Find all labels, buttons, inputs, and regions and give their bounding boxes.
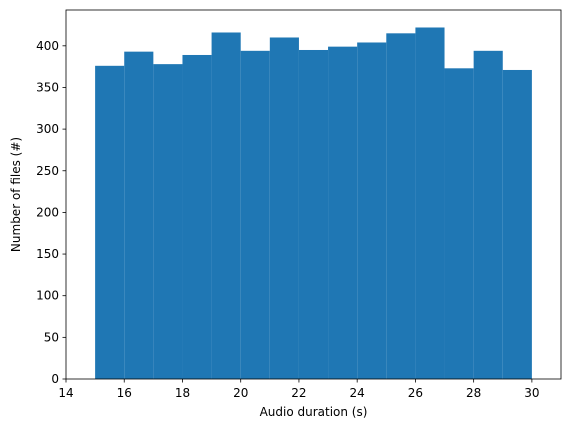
y-tick-label: 0 [51,372,59,386]
bar [386,33,416,379]
bar [153,64,183,379]
y-tick-label: 200 [36,205,59,219]
y-tick-label: 100 [36,289,59,303]
x-tick-label: 28 [466,386,481,400]
x-tick-label: 20 [233,386,248,400]
bar [357,42,387,380]
bar [328,46,358,379]
bar [95,65,125,379]
bar [182,54,212,380]
axes-frame [65,9,562,380]
bar [502,69,532,380]
y-tick-label: 300 [36,122,59,136]
x-tick-label: 26 [408,386,423,400]
bar [269,37,299,380]
x-tick-label: 16 [117,386,132,400]
plot-area [95,27,532,380]
y-tick-label: 250 [36,164,59,178]
y-tick-label: 350 [36,80,59,94]
x-tick-label: 24 [350,386,365,400]
bar [240,50,270,379]
x-tick-label: 14 [58,386,73,400]
x-axis-label: Audio duration (s) [260,405,368,419]
x-tick-label: 30 [524,386,539,400]
bar [298,49,329,380]
bar [124,51,154,379]
bar [211,32,241,380]
bar [444,68,474,379]
bar [473,50,503,379]
x-tick-label: 22 [291,386,306,400]
bar [415,27,445,380]
x-tick-label: 18 [175,386,190,400]
y-axis-label: Number of files (#) [9,137,23,252]
y-tick-label: 400 [36,39,59,53]
y-tick-label: 150 [36,247,59,261]
y-tick-label: 50 [44,330,59,344]
